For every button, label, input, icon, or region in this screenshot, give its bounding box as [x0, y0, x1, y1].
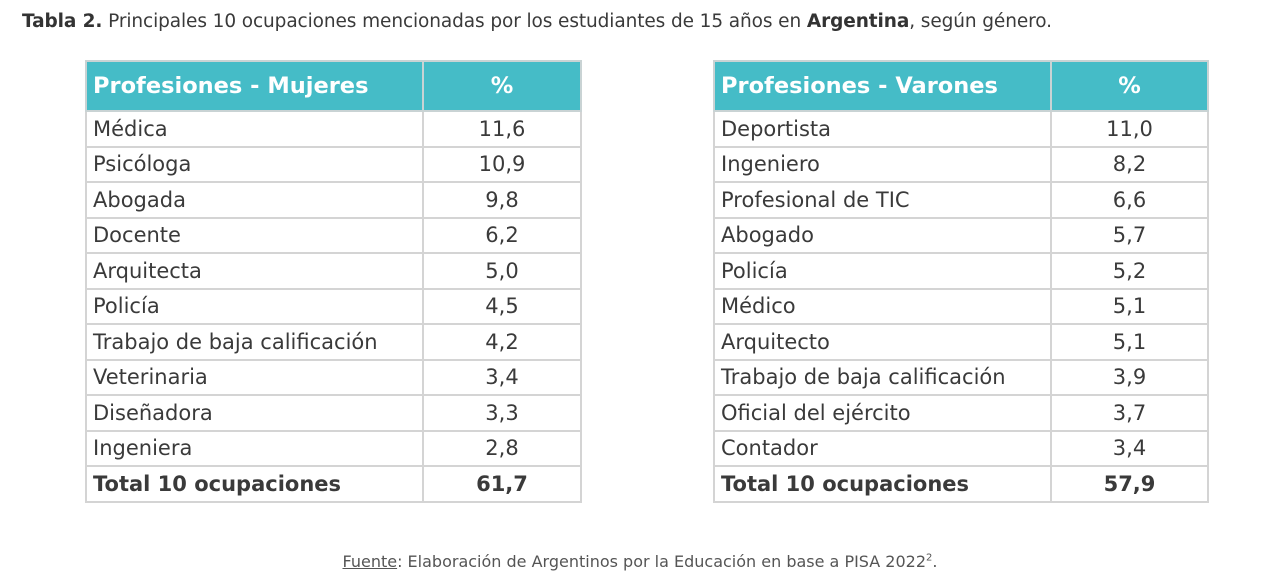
- table-row: Arquitecta 5,0: [85, 252, 582, 290]
- source-text: : Elaboración de Argentinos por la Educa…: [397, 552, 927, 571]
- occupation-name: Arquitecta: [85, 252, 424, 290]
- occupation-name: Deportista: [713, 110, 1052, 148]
- occupation-name: Profesional de TIC: [713, 181, 1052, 219]
- occupation-percent: 3,9: [1050, 358, 1209, 396]
- occupation-name: Médico: [713, 287, 1052, 325]
- table-row: Ingeniera 2,8: [85, 429, 582, 467]
- table-row: Profesional de TIC 6,6: [713, 181, 1209, 219]
- women-occupations-table: Profesiones - Mujeres % Médica 11,6 Psicó…: [85, 60, 582, 503]
- occupation-name: Trabajo de baja calificación: [85, 323, 424, 361]
- table-header-row: Profesiones - Varones %: [713, 60, 1209, 112]
- occupation-name: Diseñadora: [85, 394, 424, 432]
- total-row: Total 10 ocupaciones 57,9: [713, 465, 1209, 503]
- occupation-percent: 5,0: [422, 252, 582, 290]
- occupation-percent: 5,1: [1050, 287, 1209, 325]
- occupation-percent: 11,0: [1050, 110, 1209, 148]
- total-percent: 57,9: [1050, 465, 1209, 503]
- table-row: Policía 5,2: [713, 252, 1209, 290]
- caption-label: Tabla 2.: [22, 11, 103, 32]
- occupation-name: Médica: [85, 110, 424, 148]
- caption-country: Argentina: [806, 11, 910, 32]
- table-row: Policía 4,5: [85, 287, 582, 325]
- occupation-percent: 2,8: [422, 429, 582, 467]
- occupation-percent: 5,2: [1050, 252, 1209, 290]
- table-row: Arquitecto 5,1: [713, 323, 1209, 361]
- table-row: Oficial del ejército 3,7: [713, 394, 1209, 432]
- table-row: Abogado 5,7: [713, 216, 1209, 254]
- occupation-name: Oficial del ejército: [713, 394, 1052, 432]
- occupation-percent: 4,2: [422, 323, 582, 361]
- occupation-percent: 5,7: [1050, 216, 1209, 254]
- header-professions-women: Profesiones - Mujeres: [85, 60, 424, 112]
- occupation-name: Veterinaria: [85, 358, 424, 396]
- occupation-percent: 5,1: [1050, 323, 1209, 361]
- occupation-name: Ingeniero: [713, 145, 1052, 183]
- occupation-percent: 3,3: [422, 394, 582, 432]
- source-footnote-ref: 2: [926, 552, 933, 564]
- total-label: Total 10 ocupaciones: [85, 465, 424, 503]
- occupation-percent: 4,5: [422, 287, 582, 325]
- header-percent: %: [1050, 60, 1209, 112]
- source-note: Fuente: Elaboración de Argentinos por la…: [0, 552, 1280, 571]
- occupation-percent: 11,6: [422, 110, 582, 148]
- table-row: Deportista 11,0: [713, 110, 1209, 148]
- table-row: Abogada 9,8: [85, 181, 582, 219]
- caption-text-before: Principales 10 ocupaciones mencionadas p…: [102, 11, 807, 32]
- table-row: Trabajo de baja calificación 4,2: [85, 323, 582, 361]
- header-professions-men: Profesiones - Varones: [713, 60, 1052, 112]
- occupation-percent: 3,4: [1050, 429, 1209, 467]
- table-row: Psicóloga 10,9: [85, 145, 582, 183]
- table-row: Contador 3,4: [713, 429, 1209, 467]
- occupation-name: Docente: [85, 216, 424, 254]
- header-percent: %: [422, 60, 582, 112]
- occupation-percent: 3,7: [1050, 394, 1209, 432]
- occupation-percent: 10,9: [422, 145, 582, 183]
- source-end: .: [932, 552, 938, 571]
- men-occupations-table: Profesiones - Varones % Deportista 11,0 I…: [713, 60, 1209, 503]
- table-row: Diseñadora 3,3: [85, 394, 582, 432]
- occupation-name: Trabajo de baja calificación: [713, 358, 1052, 396]
- caption-text-after: , según género.: [909, 11, 1052, 32]
- occupation-percent: 8,2: [1050, 145, 1209, 183]
- total-percent: 61,7: [422, 465, 582, 503]
- occupation-name: Policía: [713, 252, 1052, 290]
- occupation-name: Policía: [85, 287, 424, 325]
- occupation-name: Arquitecto: [713, 323, 1052, 361]
- occupation-percent: 6,6: [1050, 181, 1209, 219]
- table-row: Médico 5,1: [713, 287, 1209, 325]
- source-label: Fuente: [342, 552, 398, 571]
- table-row: Veterinaria 3,4: [85, 358, 582, 396]
- table-row: Ingeniero 8,2: [713, 145, 1209, 183]
- occupation-name: Psicóloga: [85, 145, 424, 183]
- table-caption: Tabla 2. Principales 10 ocupaciones menc…: [22, 11, 1052, 32]
- total-row: Total 10 ocupaciones 61,7: [85, 465, 582, 503]
- table-row: Docente 6,2: [85, 216, 582, 254]
- table-header-row: Profesiones - Mujeres %: [85, 60, 582, 112]
- occupation-percent: 6,2: [422, 216, 582, 254]
- table-row: Trabajo de baja calificación 3,9: [713, 358, 1209, 396]
- occupation-name: Abogado: [713, 216, 1052, 254]
- occupation-name: Ingeniera: [85, 429, 424, 467]
- occupation-percent: 9,8: [422, 181, 582, 219]
- occupation-percent: 3,4: [422, 358, 582, 396]
- total-label: Total 10 ocupaciones: [713, 465, 1052, 503]
- occupation-name: Contador: [713, 429, 1052, 467]
- table-row: Médica 11,6: [85, 110, 582, 148]
- occupation-name: Abogada: [85, 181, 424, 219]
